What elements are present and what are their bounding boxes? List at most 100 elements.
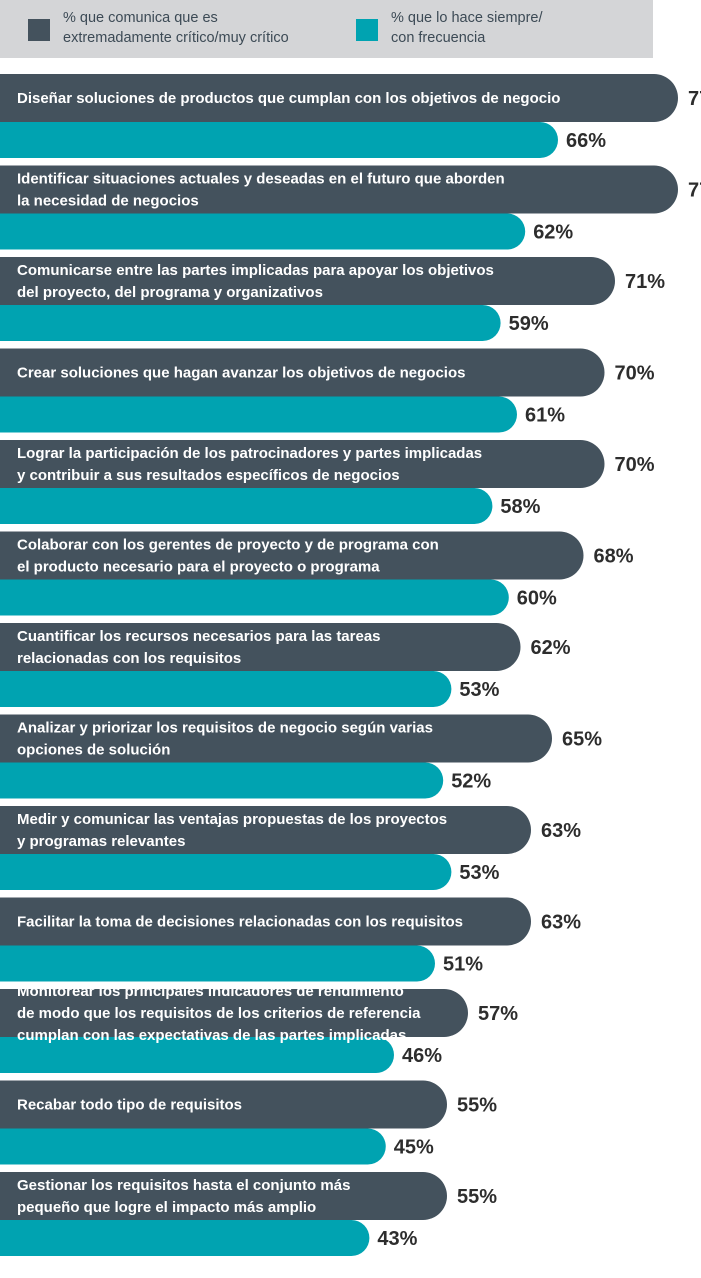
category-label-4-line-1: Crear soluciones que hagan avanzar los o…	[17, 365, 465, 382]
category-label-7: Cuantificar los recursos necesarios para…	[17, 628, 381, 667]
category-label-13: Gestionar los requisitos hasta el conjun…	[17, 1177, 350, 1216]
value-label-critical-1: 77%	[688, 88, 701, 110]
legend-swatch-teal	[356, 19, 378, 41]
category-label-11: Monitorear los principales indicadores d…	[17, 983, 421, 1044]
category-label-2: Identificar situaciones actuales y desea…	[17, 171, 505, 210]
value-label-frequency-10: 51%	[443, 954, 483, 976]
legend-label-critical: % que comunica que es extremadamente crí…	[63, 8, 343, 48]
category-label-5-line-2: y contribuir a sus resultados específico…	[17, 467, 400, 484]
bar-frequency-4	[0, 396, 517, 433]
bar-critical-12	[0, 1080, 447, 1129]
category-label-1: Diseñar soluciones de productos que cump…	[17, 90, 560, 107]
value-label-frequency-2: 62%	[533, 222, 573, 244]
category-label-8-line-1: Analizar y priorizar los requisitos de n…	[17, 720, 433, 737]
bar-frequency-11	[0, 1037, 394, 1073]
bar-frequency-10	[0, 945, 435, 982]
bar-frequency-13	[0, 1220, 370, 1256]
value-label-frequency-1: 66%	[566, 130, 606, 152]
bar-frequency-3	[0, 305, 501, 341]
category-label-13-line-2: pequeño que logre el impacto más amplio	[17, 1199, 316, 1216]
category-label-11-line-3: cumplan con las expectativas de las part…	[17, 1027, 406, 1044]
category-label-12-line-1: Recabar todo tipo de requisitos	[17, 1097, 242, 1114]
category-label-12: Recabar todo tipo de requisitos	[17, 1097, 242, 1114]
value-label-frequency-11: 46%	[402, 1045, 442, 1067]
bar-frequency-6	[0, 579, 509, 616]
value-label-frequency-5: 58%	[500, 496, 540, 518]
value-label-frequency-9: 53%	[459, 862, 499, 884]
category-label-1-line-1: Diseñar soluciones de productos que cump…	[17, 90, 560, 107]
bar-critical-3	[0, 257, 615, 305]
bar-frequency-1	[0, 122, 558, 158]
value-label-critical-13: 55%	[457, 1186, 497, 1208]
value-label-critical-9: 63%	[541, 820, 581, 842]
bar-frequency-5	[0, 488, 493, 524]
value-label-critical-8: 65%	[562, 729, 602, 751]
bar-critical-6	[0, 531, 584, 580]
category-label-3-line-1: Comunicarse entre las partes implicadas …	[17, 262, 494, 279]
category-label-8-line-2: opciones de solución	[17, 742, 170, 759]
category-label-8: Analizar y priorizar los requisitos de n…	[17, 720, 433, 759]
bar-frequency-12	[0, 1128, 386, 1165]
legend-label-frequency-line-1: % que lo hace siempre/	[391, 10, 543, 26]
value-label-critical-11: 57%	[478, 1003, 518, 1025]
category-label-6: Colaborar con los gerentes de proyecto y…	[17, 537, 439, 576]
category-label-11-line-2: de modo que los requisitos de los criter…	[17, 1005, 421, 1022]
category-label-3-line-2: del proyecto, del programa y organizativ…	[17, 284, 323, 301]
legend-label-critical-line-2: extremadamente crítico/muy crítico	[63, 30, 289, 46]
value-label-critical-12: 55%	[457, 1095, 497, 1117]
bar-frequency-2	[0, 213, 526, 250]
category-label-7-line-2: relacionadas con los requisitos	[17, 650, 241, 667]
value-label-frequency-3: 59%	[509, 313, 549, 335]
bar-critical-2	[0, 165, 678, 214]
value-label-critical-5: 70%	[615, 454, 655, 476]
category-label-2-line-2: la necesidad de negocios	[17, 193, 199, 210]
bar-frequency-8	[0, 762, 444, 799]
legend-item-critical: % que comunica que es extremadamente crí…	[28, 8, 343, 48]
legend: % que comunica que es extremadamente crí…	[0, 0, 653, 58]
bar-critical-11	[0, 989, 468, 1037]
category-label-3: Comunicarse entre las partes implicadas …	[17, 262, 494, 301]
value-label-critical-3: 71%	[625, 271, 665, 293]
bar-critical-4	[0, 348, 605, 397]
bar-critical-10	[0, 897, 531, 946]
bar-critical-7	[0, 623, 521, 671]
legend-label-frequency: % que lo hace siempre/ con frecuencia	[391, 8, 671, 48]
category-label-9: Medir y comunicar las ventajas propuesta…	[17, 811, 447, 850]
category-label-6-line-1: Colaborar con los gerentes de proyecto y…	[17, 537, 439, 554]
category-label-11-line-1: Monitorear los principales indicadores d…	[17, 983, 404, 1000]
value-label-critical-2: 77%	[688, 180, 701, 202]
category-label-5-line-1: Lograr la participación de los patrocina…	[17, 445, 482, 462]
value-label-critical-10: 63%	[541, 912, 581, 934]
category-label-5: Lograr la participación de los patrocina…	[17, 445, 482, 484]
bar-critical-8	[0, 714, 552, 763]
legend-label-frequency-line-2: con frecuencia	[391, 30, 486, 46]
legend-label-critical-line-1: % que comunica que es	[63, 10, 218, 26]
category-label-7-line-1: Cuantificar los recursos necesarios para…	[17, 628, 381, 645]
bar-frequency-7	[0, 671, 452, 707]
value-label-frequency-6: 60%	[517, 588, 557, 610]
value-label-critical-6: 68%	[594, 546, 634, 568]
category-label-4: Crear soluciones que hagan avanzar los o…	[17, 365, 465, 382]
category-label-6-line-2: el producto necesario para el proyecto o…	[17, 559, 380, 576]
category-label-10-line-1: Facilitar la toma de decisiones relacion…	[17, 914, 463, 931]
category-label-9-line-2: y programas relevantes	[17, 833, 185, 850]
category-label-2-line-1: Identificar situaciones actuales y desea…	[17, 171, 505, 188]
value-label-frequency-4: 61%	[525, 405, 565, 427]
category-label-9-line-1: Medir y comunicar las ventajas propuesta…	[17, 811, 447, 828]
value-label-frequency-8: 52%	[451, 771, 491, 793]
category-label-13-line-1: Gestionar los requisitos hasta el conjun…	[17, 1177, 350, 1194]
value-label-frequency-12: 45%	[394, 1137, 434, 1159]
bar-critical-9	[0, 806, 531, 854]
value-label-frequency-13: 43%	[377, 1228, 417, 1250]
bar-frequency-9	[0, 854, 452, 890]
bar-critical-13	[0, 1172, 447, 1220]
bar-critical-1	[0, 74, 678, 122]
value-label-critical-7: 62%	[531, 637, 571, 659]
category-label-10: Facilitar la toma de decisiones relacion…	[17, 914, 463, 931]
value-label-frequency-7: 53%	[459, 679, 499, 701]
value-label-critical-4: 70%	[615, 363, 655, 385]
legend-swatch-dark	[28, 19, 50, 41]
legend-item-frequency: % que lo hace siempre/ con frecuencia	[356, 8, 671, 48]
bar-critical-5	[0, 440, 605, 488]
